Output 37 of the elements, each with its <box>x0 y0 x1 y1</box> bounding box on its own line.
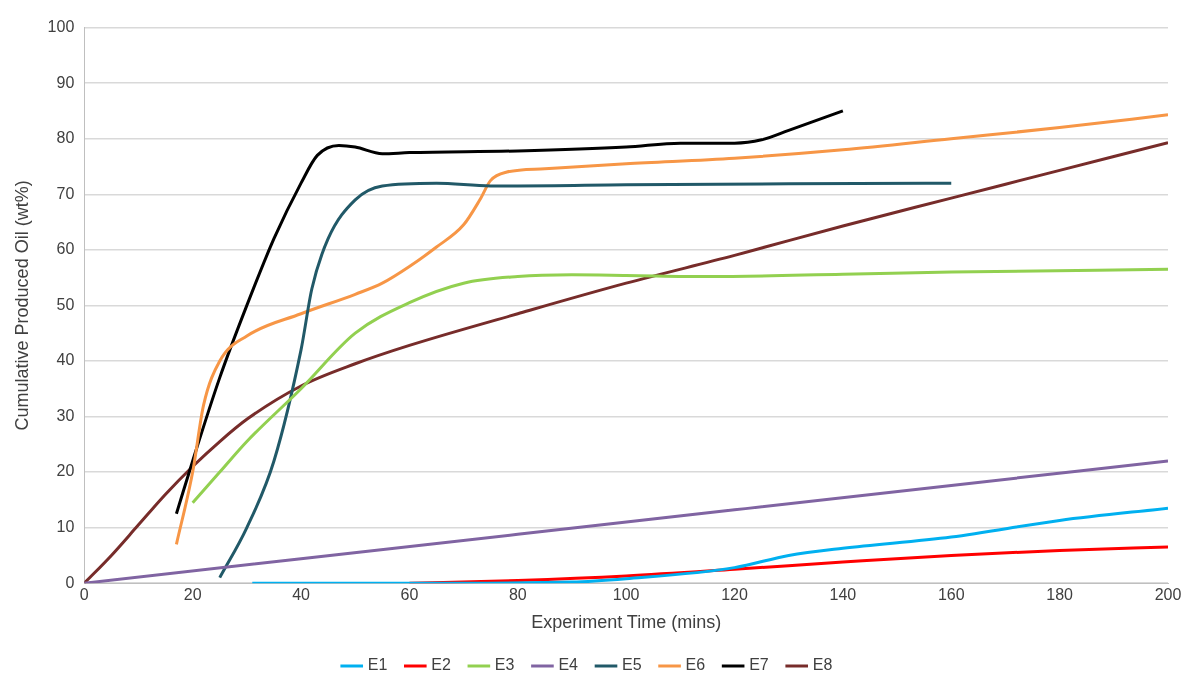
y-tick-label: 60 <box>56 240 75 258</box>
y-tick-label: 10 <box>56 518 75 536</box>
x-tick-label: 20 <box>183 586 202 604</box>
x-tick-label: 120 <box>721 586 748 604</box>
y-tick-label: 100 <box>47 18 75 36</box>
y-tick-label: 50 <box>56 295 75 313</box>
line-series <box>174 113 1168 546</box>
x-tick-label: 80 <box>508 586 527 604</box>
legend-label: E7 <box>749 656 769 674</box>
y-tick-label: 20 <box>56 462 75 480</box>
legend-label: E8 <box>812 656 833 674</box>
y-tick-label: 0 <box>65 573 75 591</box>
legend-label: E1 <box>367 656 388 674</box>
legend-label: E3 <box>494 656 515 674</box>
x-tick-label: 200 <box>1154 586 1182 604</box>
legend-label: E4 <box>558 656 579 674</box>
line-series <box>250 506 1168 584</box>
x-tick-label: 100 <box>612 586 640 604</box>
line-series <box>218 181 953 580</box>
line-series <box>174 109 845 516</box>
x-tick-label: 160 <box>937 586 965 604</box>
x-tick-label: 140 <box>829 586 857 604</box>
legend-label: E5 <box>622 656 642 674</box>
x-axis-title: Experiment Time (mins) <box>531 612 722 633</box>
y-tick-label: 70 <box>56 184 75 202</box>
x-tick-label: 40 <box>292 586 311 604</box>
y-tick-label: 80 <box>56 129 75 147</box>
y-axis-title: Cumulative Produced Oil (wt%) <box>11 180 32 431</box>
x-tick-label: 60 <box>400 586 419 604</box>
legend-label: E2 <box>431 656 451 674</box>
x-tick-label: 180 <box>1046 586 1074 604</box>
y-tick-label: 40 <box>56 351 75 369</box>
x-tick-label: 0 <box>79 586 89 604</box>
line-series <box>191 267 1168 505</box>
legend-label: E6 <box>685 656 706 674</box>
y-tick-label: 90 <box>56 73 75 91</box>
y-tick-label: 30 <box>56 406 75 424</box>
